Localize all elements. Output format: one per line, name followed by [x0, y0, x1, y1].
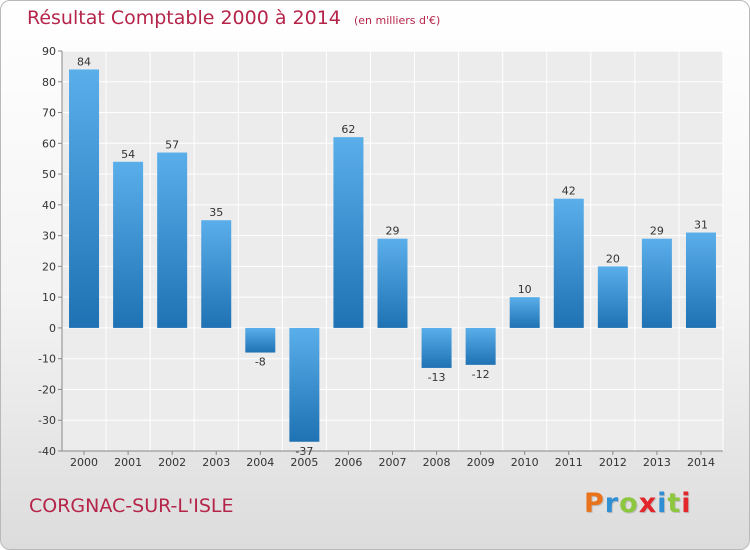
x-tick-label: 2004	[246, 456, 274, 469]
y-tick-label: 10	[42, 291, 56, 304]
chart-title: Résultat Comptable 2000 à 2014	[27, 7, 341, 29]
y-tick-label: 50	[42, 168, 56, 181]
data-label: 57	[165, 139, 179, 152]
commune-name: CORGNAC-SUR-L'ISLE	[29, 495, 234, 517]
x-tick-label: 2011	[555, 456, 583, 469]
data-label: 54	[121, 148, 135, 161]
data-label: -13	[428, 371, 446, 384]
brand-letter: r	[604, 488, 620, 519]
y-tick-label: -40	[38, 445, 56, 458]
y-tick-label: 30	[42, 230, 56, 243]
bar	[289, 327, 320, 442]
x-tick-label: 2009	[467, 456, 495, 469]
y-tick-label: 70	[42, 107, 56, 120]
bar	[157, 152, 188, 328]
data-label: 29	[650, 225, 664, 238]
bar	[597, 266, 628, 328]
x-tick-label: 2013	[643, 456, 671, 469]
brand-letter: o	[619, 488, 639, 519]
brand-letter: t	[667, 488, 682, 519]
data-label: 20	[606, 252, 620, 265]
bar	[509, 297, 540, 328]
bar	[245, 327, 276, 353]
bar	[421, 327, 452, 368]
brand-letter: i	[681, 488, 692, 519]
data-label: -8	[255, 356, 266, 369]
y-tick-label: -30	[38, 414, 56, 427]
data-label: 35	[209, 206, 223, 219]
bar	[113, 161, 144, 328]
x-tick-label: 2006	[334, 456, 362, 469]
data-label: 42	[562, 185, 576, 198]
x-tick-label: 2002	[158, 456, 186, 469]
y-tick-label: 80	[42, 76, 56, 89]
brand-letter: x	[638, 488, 658, 519]
bar	[553, 198, 584, 328]
proxiti-logo: Proxiti	[584, 488, 692, 519]
data-label: 31	[694, 219, 708, 232]
y-tick-label: 0	[49, 322, 56, 335]
bar	[377, 238, 408, 328]
data-label: -12	[472, 368, 490, 381]
y-tick-label: -20	[38, 383, 56, 396]
x-tick-label: 2008	[423, 456, 451, 469]
title-row: Résultat Comptable 2000 à 2014 (en milli…	[27, 7, 440, 29]
y-tick-label: 20	[42, 260, 56, 273]
x-tick-label: 2003	[202, 456, 230, 469]
y-tick-label: -10	[38, 353, 56, 366]
x-tick-label: 2014	[687, 456, 715, 469]
bar	[465, 327, 496, 365]
x-tick-label: 2010	[511, 456, 539, 469]
data-label: 62	[341, 123, 355, 136]
x-tick-label: 2007	[379, 456, 407, 469]
bar	[641, 238, 672, 328]
y-tick-label: 90	[42, 45, 56, 58]
x-tick-label: 2000	[70, 456, 98, 469]
y-tick-label: 40	[42, 199, 56, 212]
x-tick-label: 2005	[290, 456, 318, 469]
data-label: 29	[386, 225, 400, 238]
data-label: 10	[518, 283, 532, 296]
data-label: 84	[77, 55, 91, 68]
y-tick-label: 60	[42, 137, 56, 150]
x-tick-label: 2001	[114, 456, 142, 469]
bar	[201, 220, 232, 328]
bar	[333, 137, 364, 328]
x-tick-label: 2012	[599, 456, 627, 469]
chart-subtitle: (en milliers d'€)	[353, 14, 441, 27]
bar	[69, 69, 100, 328]
brand-letter: P	[584, 488, 605, 519]
bar	[685, 232, 716, 328]
brand-letter: i	[657, 488, 668, 519]
